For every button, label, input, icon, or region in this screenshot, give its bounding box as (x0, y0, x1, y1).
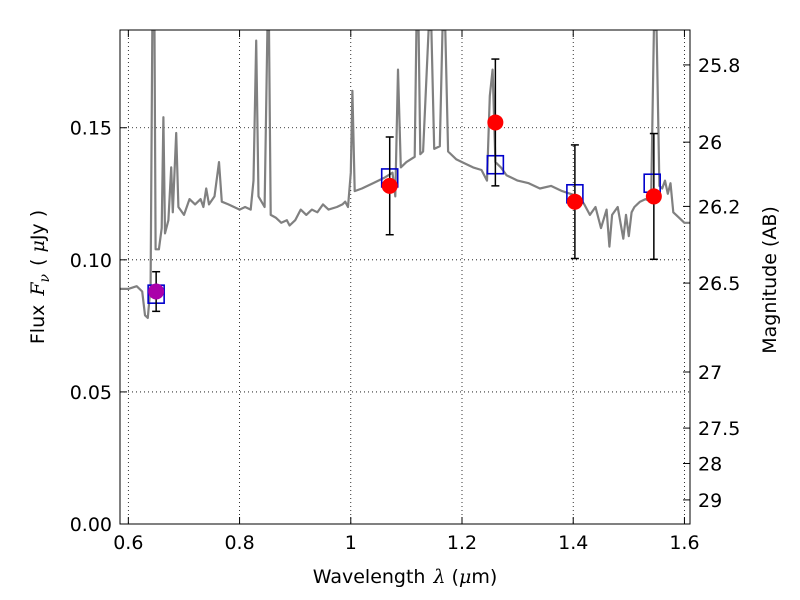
spectrum-line (120, 30, 690, 319)
y2-tick-label: 27.5 (698, 418, 740, 440)
x-tick-label: 1.2 (447, 532, 477, 554)
y-tick-label: 0.05 (70, 382, 112, 404)
observed-point (381, 177, 398, 194)
plot-background (120, 30, 690, 524)
x-tick-label: 1 (345, 532, 357, 554)
y2-tick-label: 26.2 (698, 196, 740, 218)
observed-point (645, 188, 662, 205)
x-tick-label: 1.6 (669, 532, 699, 554)
y2-tick-label: 27 (698, 362, 722, 384)
tick-marks (120, 30, 690, 525)
grid-lines (120, 30, 690, 524)
observed-point (566, 193, 583, 210)
x-tick-label: 1.4 (558, 532, 588, 554)
x-axis-title: Wavelength λ (μm) (313, 566, 497, 588)
y2-tick-label: 26.5 (698, 273, 740, 295)
y2-axis-title: Magnitude (AB) (759, 206, 781, 354)
observed-point (487, 114, 504, 131)
observed-point (148, 283, 165, 300)
y2-tick-label: 25.8 (698, 55, 740, 77)
data-marks (120, 30, 690, 319)
y-tick-label: 0.00 (70, 514, 112, 536)
x-tick-label: 0.6 (113, 532, 143, 554)
y-tick-label: 0.15 (70, 118, 112, 140)
x-tick-label: 0.8 (224, 532, 254, 554)
errorbar-marks (147, 58, 662, 313)
y2-tick-label: 28 (698, 453, 722, 475)
y2-tick-label: 26 (698, 132, 722, 154)
y-axis-title: FluxFν(μJy ) (27, 210, 53, 344)
y2-tick-label: 29 (698, 490, 722, 512)
y-tick-label: 0.10 (70, 250, 112, 272)
plot-frame (119, 29, 691, 525)
